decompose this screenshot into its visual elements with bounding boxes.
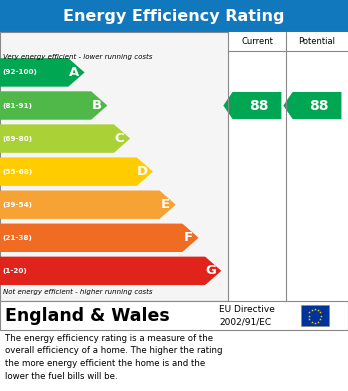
Bar <box>0 32 348 301</box>
Polygon shape <box>0 256 221 285</box>
Text: E: E <box>161 198 170 211</box>
Text: Current: Current <box>241 37 273 46</box>
Text: D: D <box>137 165 148 178</box>
Text: A: A <box>69 66 79 79</box>
Text: (81-91): (81-91) <box>3 102 33 109</box>
Polygon shape <box>0 190 176 219</box>
Text: F: F <box>183 231 192 244</box>
Text: Energy Efficiency Rating: Energy Efficiency Rating <box>63 9 285 23</box>
Text: The energy efficiency rating is a measure of the
overall efficiency of a home. T: The energy efficiency rating is a measur… <box>5 334 223 381</box>
Bar <box>228 51 348 301</box>
Text: (92-100): (92-100) <box>3 70 38 75</box>
Text: B: B <box>92 99 102 112</box>
Bar <box>0 0 348 32</box>
Text: 88: 88 <box>309 99 329 113</box>
Polygon shape <box>0 58 85 87</box>
Text: Potential: Potential <box>299 37 335 46</box>
Text: (55-68): (55-68) <box>3 169 33 175</box>
Text: Not energy efficient - higher running costs: Not energy efficient - higher running co… <box>3 289 152 296</box>
Text: (1-20): (1-20) <box>3 268 27 274</box>
Bar <box>301 305 329 326</box>
Bar <box>0 32 348 301</box>
Text: England & Wales: England & Wales <box>5 307 170 325</box>
Text: G: G <box>205 264 216 277</box>
Text: Very energy efficient - lower running costs: Very energy efficient - lower running co… <box>3 54 152 60</box>
Bar <box>0 301 348 330</box>
Polygon shape <box>0 124 130 153</box>
Text: (69-80): (69-80) <box>3 136 33 142</box>
Polygon shape <box>283 92 341 119</box>
Text: (21-38): (21-38) <box>3 235 33 241</box>
Polygon shape <box>0 91 108 120</box>
Text: EU Directive
2002/91/EC: EU Directive 2002/91/EC <box>219 305 275 326</box>
Polygon shape <box>0 224 199 252</box>
Bar <box>228 32 348 51</box>
Polygon shape <box>0 158 153 186</box>
Bar <box>0 301 348 330</box>
Polygon shape <box>223 92 282 119</box>
Text: (39-54): (39-54) <box>3 202 33 208</box>
Text: 88: 88 <box>249 99 269 113</box>
Text: C: C <box>115 132 125 145</box>
